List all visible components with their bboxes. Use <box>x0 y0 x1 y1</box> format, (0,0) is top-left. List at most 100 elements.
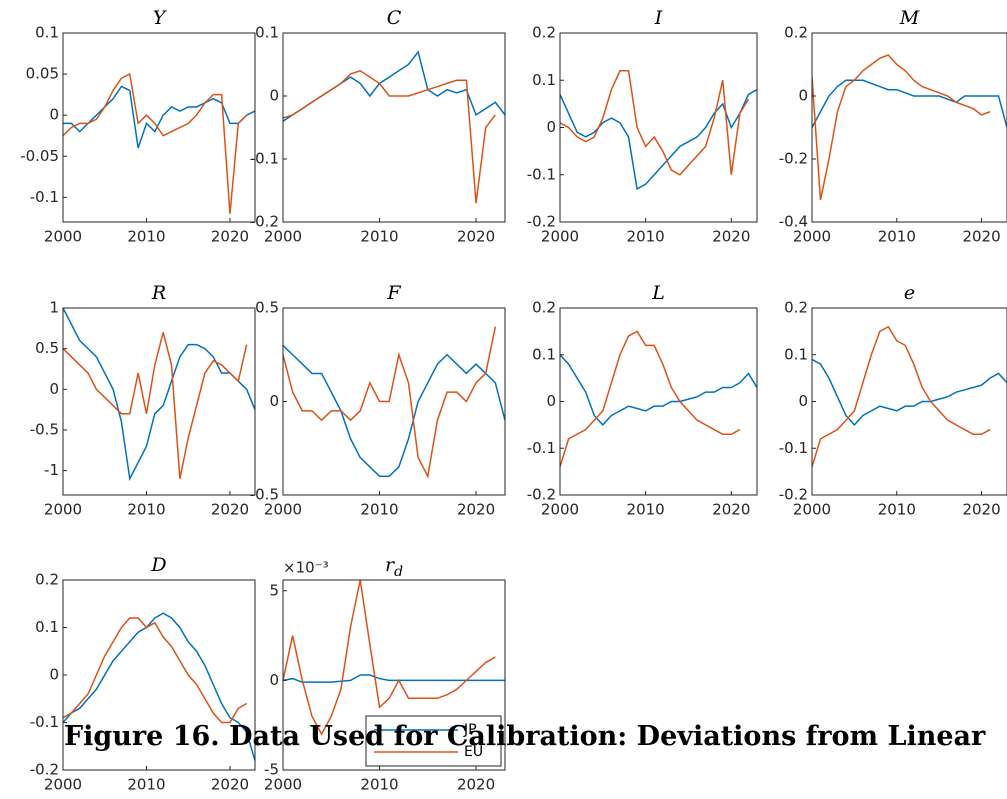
x-tick-label: 2000 <box>264 228 302 246</box>
x-tick-label: 2010 <box>878 228 916 246</box>
y-tick-label: 5 <box>269 581 279 599</box>
axes-frame <box>62 32 256 223</box>
y-tick-label: 0.2 <box>532 24 556 42</box>
y-tick-label: 0 <box>269 87 279 105</box>
subplot-title: e <box>904 282 915 304</box>
title-text: e <box>904 282 915 304</box>
data-line <box>560 330 741 468</box>
y-tick-label: -0.05 <box>20 147 59 165</box>
x-tick-label: 2000 <box>44 228 82 246</box>
legend-label: EU <box>464 744 483 760</box>
y-tick-label: -0.1 <box>527 165 556 183</box>
y-tick-label: 0.1 <box>784 345 808 363</box>
title-text: D <box>150 554 166 576</box>
axes-background <box>560 33 757 222</box>
data-line <box>283 674 505 683</box>
axes-frame <box>282 579 506 771</box>
x-tick-label: 2000 <box>541 228 579 246</box>
subplot-title: Y <box>153 7 168 29</box>
y-tick-label: 0.05 <box>26 65 59 83</box>
data-line <box>63 308 255 482</box>
x-tick-label: 2020 <box>962 501 1000 519</box>
y-tick-label: -0.5 <box>250 486 279 504</box>
subplot-title: R <box>151 282 166 304</box>
x-tick-label: 2000 <box>44 501 82 519</box>
y-tick-label: 0 <box>49 666 59 684</box>
x-tick-label: 2010 <box>627 501 665 519</box>
y-tick-label: -0.2 <box>779 486 808 504</box>
y-tick-label: 0 <box>49 106 59 124</box>
data-line <box>812 358 1007 426</box>
y-tick-label: 0 <box>798 392 808 410</box>
x-tick-label: 2020 <box>457 501 495 519</box>
figure-caption: Figure 16. Data Used for Calibration: De… <box>64 721 986 752</box>
title-subscript: d <box>394 564 403 580</box>
subplot: 0.1 0.05 0 -0.05 -0.1 2000 2010 2020 Y <box>20 7 256 246</box>
axes-background <box>63 580 255 770</box>
data-line <box>560 354 757 426</box>
axes-background <box>283 308 505 495</box>
axes-background <box>812 308 1007 495</box>
data-line <box>283 580 496 736</box>
x-tick-label: 2000 <box>264 776 302 794</box>
x-tick-label: 2020 <box>457 228 495 246</box>
x-tick-label: 2000 <box>793 228 831 246</box>
subplot-title: L <box>651 282 665 304</box>
x-tick-label: 2010 <box>127 228 165 246</box>
data-line <box>63 72 248 214</box>
legend-label: JP <box>463 722 477 738</box>
x-tick-label: 2020 <box>962 228 1000 246</box>
y-offset-text: ×10⁻³ <box>283 559 329 577</box>
title-text: I <box>654 7 663 29</box>
axes-frame <box>282 32 506 223</box>
subplot: 1 0.5 0 -0.5 -1 2000 2010 2020 R <box>30 282 256 519</box>
y-tick-label: -1 <box>44 461 59 479</box>
y-tick-label: 0.5 <box>255 299 279 317</box>
y-tick-label: 0.1 <box>35 24 59 42</box>
y-tick-label: 0 <box>49 380 59 398</box>
x-tick-label: 2020 <box>712 228 750 246</box>
title-text: R <box>151 282 166 304</box>
x-tick-label: 2000 <box>44 776 82 794</box>
y-tick-label: 0.2 <box>532 299 556 317</box>
x-tick-label: 2020 <box>712 501 750 519</box>
y-tick-label: 0 <box>269 671 279 689</box>
x-tick-label: 2020 <box>211 501 249 519</box>
subplot-title: rd <box>385 554 403 580</box>
y-tick-label: 0.1 <box>35 618 59 636</box>
y-tick-label: 0.2 <box>784 24 808 42</box>
data-line <box>560 70 750 176</box>
subplot-title: M <box>899 7 920 29</box>
y-tick-label: 0.1 <box>532 71 556 89</box>
y-tick-label: -0.2 <box>527 486 556 504</box>
x-tick-label: 2020 <box>211 776 249 794</box>
x-tick-label: 2000 <box>264 501 302 519</box>
y-tick-label: -0.2 <box>250 213 279 231</box>
y-tick-label: 0.2 <box>35 571 59 589</box>
data-line <box>63 617 248 724</box>
title-text: C <box>387 7 402 29</box>
x-tick-label: 2010 <box>627 228 665 246</box>
subplot-title: C <box>387 7 402 29</box>
x-tick-label: 2000 <box>541 501 579 519</box>
y-tick-label: 0.5 <box>35 339 59 357</box>
data-line <box>560 89 757 191</box>
x-tick-label: 2000 <box>793 501 831 519</box>
y-tick-label: -5 <box>264 761 279 779</box>
legend-box <box>365 715 502 767</box>
axes-background <box>560 308 757 495</box>
x-tick-label: 2020 <box>457 776 495 794</box>
subplot-title: I <box>654 7 663 29</box>
y-tick-label: 0 <box>798 87 808 105</box>
y-tick-label: -0.2 <box>527 213 556 231</box>
axes-frame <box>62 307 256 496</box>
axes-background <box>283 33 505 222</box>
